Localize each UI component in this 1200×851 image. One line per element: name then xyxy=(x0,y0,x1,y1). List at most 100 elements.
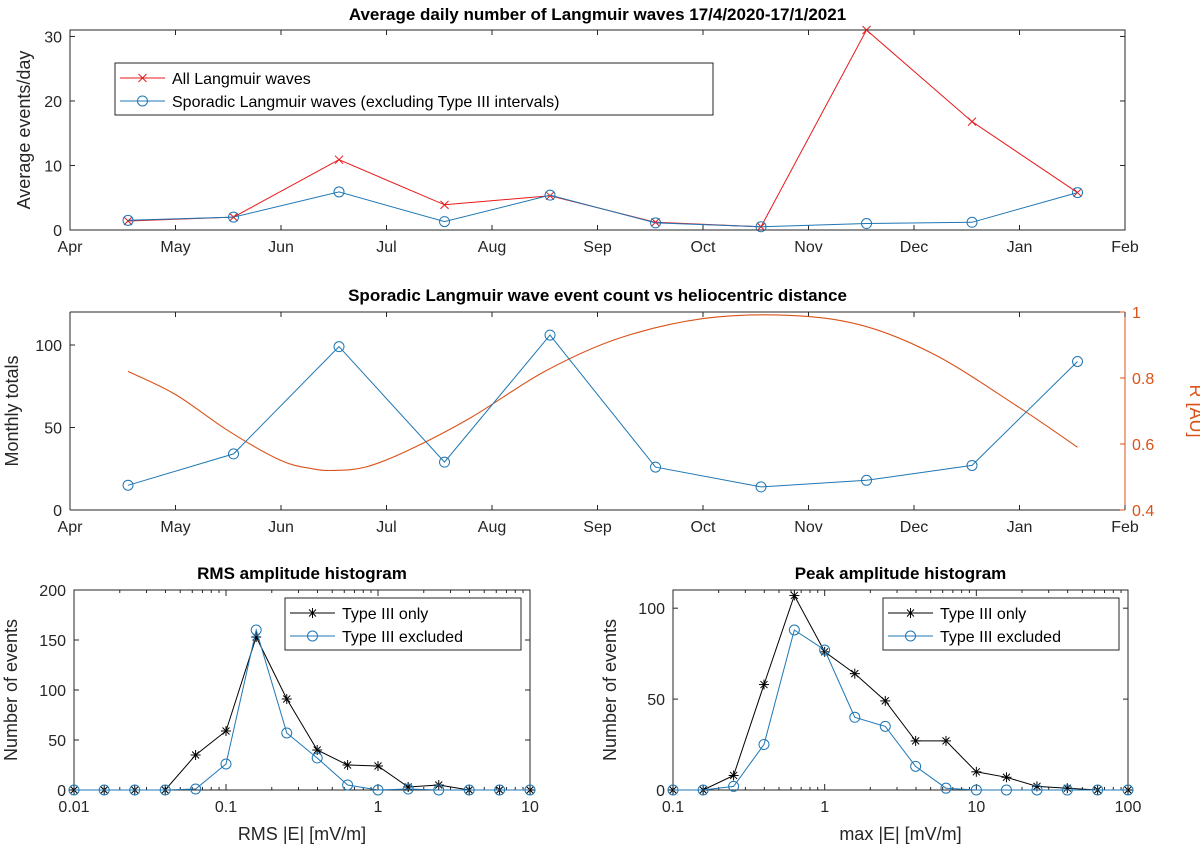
data-point xyxy=(910,735,921,746)
data-point xyxy=(334,155,344,165)
legend-marker-1 xyxy=(307,630,318,642)
data-point xyxy=(966,459,978,471)
plot-frame xyxy=(69,29,1126,231)
y-tick-label: 100 xyxy=(35,338,62,355)
data-point xyxy=(1122,784,1134,796)
x-stroke-b xyxy=(334,155,344,165)
star-stroke-d2 xyxy=(729,771,738,780)
legend-marker-0 xyxy=(307,608,318,618)
data-point xyxy=(372,784,384,796)
series-0 xyxy=(69,632,535,795)
star-stroke-d2 xyxy=(760,680,768,689)
data-point xyxy=(544,329,556,341)
data-point xyxy=(971,766,982,777)
star-stroke-d2 xyxy=(308,609,317,617)
x-tick-label: 0.1 xyxy=(662,799,684,816)
star-stroke-d2 xyxy=(942,737,950,745)
series-line-1 xyxy=(74,628,530,791)
data-point xyxy=(373,761,383,771)
series-line-1 xyxy=(127,191,1078,228)
legend-label: Sporadic Langmuir waves (excluding Type … xyxy=(172,94,559,111)
star-stroke-d2 xyxy=(972,767,981,776)
data-point xyxy=(966,216,978,228)
data-point xyxy=(862,25,871,35)
data-point xyxy=(789,590,800,601)
data-point xyxy=(333,341,345,353)
x-tick-label: Feb xyxy=(1111,239,1139,256)
data-point xyxy=(1001,772,1012,783)
data-point xyxy=(1092,784,1104,796)
y-tick-label: 30 xyxy=(44,29,62,46)
data-point xyxy=(755,481,767,493)
data-point xyxy=(159,784,171,796)
star-stroke-d2 xyxy=(222,727,230,735)
x-stroke-b xyxy=(545,191,555,201)
panel-average-daily: Apr May Jun Jul Aug Sep Oct Nov Dec Jan Feb 0 10 20 30… xyxy=(14,5,1139,256)
x-stroke-b xyxy=(651,217,660,227)
y-right-axis-label: R [AU] xyxy=(1186,384,1200,437)
y-tick-label: 50 xyxy=(48,733,66,750)
chart-title: RMS amplitude histogram xyxy=(197,564,407,583)
x-tick-label: May xyxy=(160,239,190,256)
x-tick-label: Jul xyxy=(376,519,396,536)
series-0 xyxy=(122,329,1084,493)
x-tick-label: Nov xyxy=(794,519,822,536)
data-point xyxy=(849,711,861,723)
data-point xyxy=(1073,188,1082,197)
data-point xyxy=(1000,784,1012,796)
data-point xyxy=(122,479,134,491)
data-point xyxy=(440,200,449,210)
star-stroke-d2 xyxy=(1033,782,1041,791)
x-tick-label: 0.1 xyxy=(215,799,237,816)
chart-title: Average daily number of Langmuir waves 1… xyxy=(349,5,846,24)
x-tick-label: 1 xyxy=(374,799,383,816)
y-right-tick-label: 0.8 xyxy=(1132,371,1154,388)
data-point xyxy=(333,186,345,198)
data-point xyxy=(941,735,952,746)
data-point xyxy=(1072,356,1084,367)
data-point xyxy=(861,218,873,230)
x-stroke-b xyxy=(123,216,133,226)
data-point xyxy=(123,216,133,226)
x-tick-label: Jul xyxy=(376,239,396,256)
legend-marker-0 xyxy=(138,73,147,83)
x-tick-label: May xyxy=(160,519,190,536)
data-point xyxy=(439,216,451,228)
data-point xyxy=(228,211,240,223)
x-stroke-b xyxy=(1073,188,1082,197)
x-stroke-b xyxy=(967,117,977,126)
series-line-0 xyxy=(127,334,1078,488)
y-right-tick-label: 1 xyxy=(1132,305,1141,322)
y-tick-label: 20 xyxy=(44,94,62,111)
x-stroke-b xyxy=(862,25,871,35)
data-point xyxy=(755,221,767,233)
data-point xyxy=(190,783,202,795)
legend-box xyxy=(882,597,1120,651)
data-point xyxy=(228,448,240,460)
y-right-tick-label: 0.4 xyxy=(1132,503,1154,520)
data-point xyxy=(129,784,141,796)
data-point xyxy=(940,782,952,794)
panel-peak-histogram: 0.1 1 10 100 0 50 100 Peak amplitude histogram m… xyxy=(600,564,1141,844)
data-point xyxy=(190,750,201,760)
y-right-tick-label: 0.6 xyxy=(1132,437,1154,454)
x-tick-label: Aug xyxy=(478,239,506,256)
series-line-1 xyxy=(673,629,1128,791)
data-point xyxy=(98,784,110,796)
y-tick-label: 0 xyxy=(53,503,62,520)
data-point xyxy=(667,784,679,796)
legend-label: All Langmuir waves xyxy=(172,71,311,88)
chart-title: Peak amplitude histogram xyxy=(795,564,1007,583)
y-tick-label: 10 xyxy=(44,158,62,175)
x-tick-label: Jan xyxy=(1007,519,1033,536)
x-tick-label: 10 xyxy=(521,799,539,816)
y-axis-label: Average events/day xyxy=(14,51,34,210)
star-stroke-d2 xyxy=(313,746,322,754)
series-1 xyxy=(667,624,1134,796)
data-point xyxy=(819,644,831,656)
legend-marker-1 xyxy=(137,95,148,107)
data-point xyxy=(758,679,769,690)
data-point xyxy=(402,783,414,795)
data-point xyxy=(544,189,556,201)
